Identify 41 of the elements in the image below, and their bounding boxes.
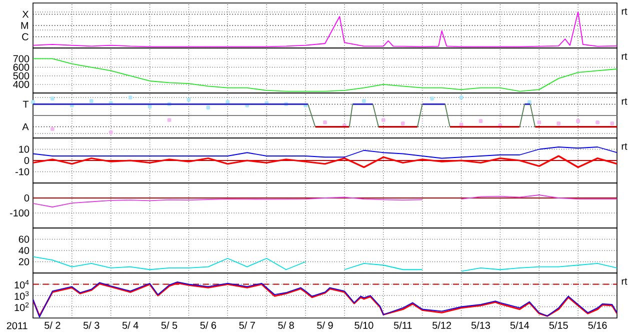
- y-tick-label: 0: [24, 156, 30, 164]
- text: rt: [622, 143, 628, 150]
- x-tick-label: 5/12: [432, 322, 452, 329]
- y-tick-label: 10$^{4}$: [14, 280, 29, 288]
- text: M: [21, 22, 28, 29]
- text: rt: [622, 278, 628, 285]
- x-tick-label: 5/ 4: [122, 322, 138, 329]
- text: T: [22, 100, 29, 108]
- y-tick-label: 10: [19, 146, 30, 153]
- x-tick-label: 5/16: [588, 322, 607, 329]
- x-tick-label: 5/ 3: [84, 322, 100, 329]
- x-tick-label: 5/10: [354, 322, 374, 329]
- y-tick-label: 500: [13, 72, 30, 80]
- y-tick-label: 10$^{2}$: [14, 302, 29, 312]
- y-tick-label: -10: [16, 168, 30, 176]
- y-tick-label: -100: [10, 209, 30, 217]
- text: rt: [622, 53, 628, 60]
- x-tick-label: 5/ 2: [44, 322, 60, 329]
- x-axis-title: 2011: [6, 322, 28, 330]
- x-tick-label: 5/ 7: [239, 322, 255, 329]
- y-tick-label: 600: [13, 64, 30, 71]
- y-tick-label: 0: [24, 194, 30, 202]
- text: rt: [622, 8, 628, 15]
- y-tick-label: 400: [13, 80, 30, 88]
- text: rt: [622, 98, 628, 105]
- text: C: [22, 33, 28, 40]
- y-tick-label: 20: [18, 258, 30, 266]
- text: X: [22, 10, 29, 18]
- x-tick-label: 5/11: [394, 322, 412, 329]
- x-tick-label: 5/15: [549, 322, 568, 329]
- x-tick-label: 5/13: [471, 322, 490, 329]
- x-tick-label: 5/ 9: [317, 322, 333, 329]
- x-tick-label: 5/ 6: [200, 322, 216, 329]
- y-tick-label: 40: [18, 246, 30, 254]
- text: A: [22, 123, 29, 130]
- y-tick-label: 60: [18, 236, 30, 243]
- x-tick-label: 5/ 5: [161, 322, 178, 329]
- y-tick-label: 700: [13, 55, 30, 62]
- y-tick-label: 10$^{3}$: [14, 291, 29, 300]
- x-tick-label: 5/ 8: [278, 322, 294, 329]
- x-tick-label: 5/14: [510, 322, 530, 329]
